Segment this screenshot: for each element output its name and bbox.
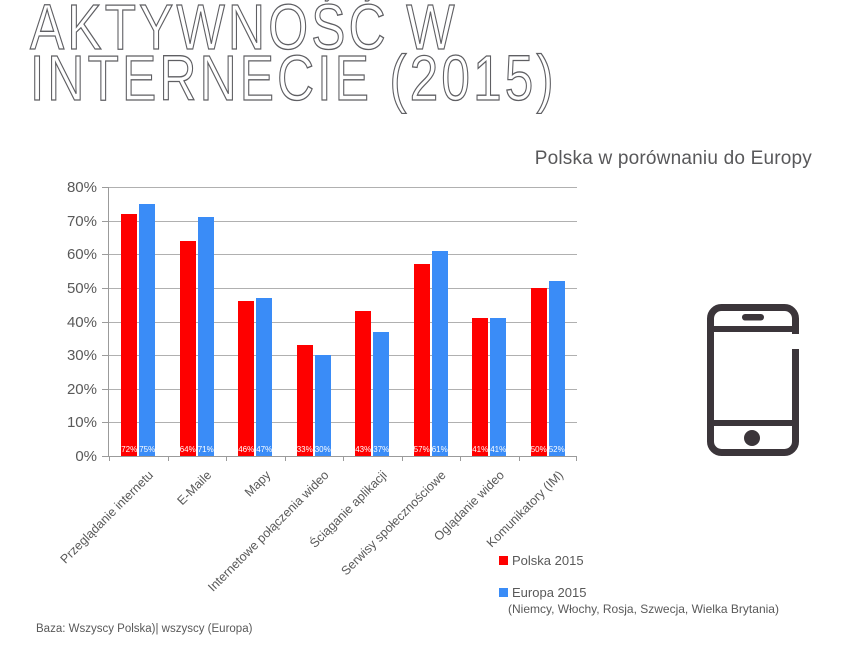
bar-value-label-polska-1: 72% <box>121 445 138 454</box>
bar-europa-5: 37% <box>373 331 390 456</box>
bar-value-label-europa-5: 37% <box>373 445 390 454</box>
x-axis-tick-1 <box>167 456 169 461</box>
page-title: AKTYWNOŚĆ W INTERNECIE (2015) <box>29 0 557 114</box>
y-axis-label-20: 20% <box>66 380 97 398</box>
y-axis-tick-80 <box>102 187 109 188</box>
x-axis-tick-5 <box>401 456 403 461</box>
legend-label-polska: Polska 2015 <box>512 553 584 568</box>
y-axis-label-10: 10% <box>66 414 97 432</box>
y-axis-tick-60 <box>102 254 109 256</box>
x-axis-category-label-3: Mapy <box>241 468 274 500</box>
y-axis-tick-20 <box>102 388 109 390</box>
x-axis-category-label-2: E-Maile <box>174 468 215 508</box>
chart-legend: Polska 2015 Europa 2015 (Niemcy, Włochy,… <box>499 553 779 616</box>
bar-europa-4: 30% <box>315 355 331 456</box>
bar-value-label-polska-7: 41% <box>472 445 489 454</box>
smartphone-icon-svg <box>707 304 800 456</box>
bar-value-label-polska-6: 57% <box>413 445 430 454</box>
gridline-50 <box>109 287 577 289</box>
x-axis-tick-0 <box>109 456 110 461</box>
bar-polska-3: 46% <box>238 301 255 456</box>
bar-polska-1: 72% <box>121 213 138 456</box>
y-axis-label-60: 60% <box>66 246 97 264</box>
y-axis-label-70: 70% <box>66 212 97 230</box>
bar-value-label-polska-4: 33% <box>296 445 313 454</box>
legend-label-europa: Europa 2015 <box>512 585 587 600</box>
smartphone-icon <box>706 303 800 457</box>
bar-polska-4: 33% <box>297 345 313 456</box>
gridline-10 <box>109 422 577 424</box>
x-axis-tick-8 <box>576 456 577 461</box>
x-axis-category-label-6: Serwisy społecznościowe <box>338 468 449 579</box>
bar-europa-8: 52% <box>549 281 565 456</box>
y-axis-label-50: 50% <box>66 279 97 297</box>
x-axis-tick-6 <box>460 456 461 461</box>
bar-europa-1: 75% <box>139 203 156 456</box>
y-axis-tick-40 <box>102 321 109 323</box>
base-note: Baza: Wszyscy Polska)| wszyscy (Europa) <box>36 623 253 635</box>
y-axis-tick-50 <box>102 287 109 289</box>
y-axis-tick-70 <box>102 220 109 222</box>
bar-value-label-europa-3: 47% <box>256 445 273 454</box>
bar-value-label-europa-2: 71% <box>197 445 214 454</box>
legend-item-polska: Polska 2015 <box>499 553 779 568</box>
x-axis-tick-3 <box>284 456 286 461</box>
y-axis-tick-10 <box>102 422 109 424</box>
bar-polska-6: 57% <box>414 264 430 456</box>
bar-polska-2: 64% <box>179 240 196 456</box>
x-axis-category-label-4: Internetowe połączenia wideo <box>205 468 332 595</box>
bar-value-label-europa-7: 41% <box>490 445 507 454</box>
y-axis-tick-30 <box>102 355 109 357</box>
x-axis-category-label-1: Przeglądanie internetu <box>57 468 157 567</box>
y-axis-label-30: 30% <box>66 347 97 365</box>
gridline-30 <box>109 355 577 357</box>
bar-value-label-europa-6: 61% <box>431 445 448 454</box>
chart-subtitle: Polska w porównaniu do Europy <box>534 148 812 169</box>
bar-europa-3: 47% <box>256 297 273 456</box>
bar-europa-6: 61% <box>431 250 448 456</box>
bar-value-label-europa-1: 75% <box>139 445 156 454</box>
gridline-60 <box>109 254 577 256</box>
gridline-40 <box>109 321 577 323</box>
legend-item-europa: Europa 2015 <box>499 585 779 600</box>
page-title-line-1: AKTYWNOŚĆ W <box>29 0 458 63</box>
gridline-80 <box>109 187 577 188</box>
y-axis-tick-0 <box>102 456 109 457</box>
bar-polska-5: 43% <box>355 311 372 456</box>
bar-value-label-polska-3: 46% <box>238 445 255 454</box>
bar-value-label-europa-4: 30% <box>314 445 331 454</box>
y-axis-label-0: 0% <box>75 448 97 465</box>
bar-europa-2: 71% <box>198 217 214 456</box>
bar-value-label-polska-5: 43% <box>355 445 372 454</box>
page-title-line-2: INTERNECIE (2015) <box>29 42 557 114</box>
legend-note-europa: (Niemcy, Włochy, Rosja, Szwecja, Wielka … <box>508 602 779 616</box>
gridline-70 <box>109 220 577 222</box>
bar-chart-plot-area: 0% 10% 20% 30% 40% 50% 60% 70% 80% 72% 75% Przegląd… <box>58 179 577 594</box>
x-axis-tick-2 <box>226 456 227 461</box>
gridline-20 <box>109 388 577 390</box>
y-axis-label-40: 40% <box>66 313 97 331</box>
x-axis-tick-7 <box>518 456 520 461</box>
legend-swatch-polska <box>499 556 508 565</box>
bar-europa-7: 41% <box>490 318 507 456</box>
bar-value-label-polska-2: 64% <box>179 445 196 454</box>
bar-value-label-europa-8: 52% <box>548 445 565 454</box>
legend-swatch-europa <box>499 588 508 597</box>
bar-polska-7: 41% <box>472 318 489 456</box>
bar-polska-8: 50% <box>530 287 547 456</box>
y-axis-label-80: 80% <box>66 179 97 196</box>
bar-value-label-polska-8: 50% <box>530 445 547 454</box>
x-axis-tick-4 <box>343 456 344 461</box>
